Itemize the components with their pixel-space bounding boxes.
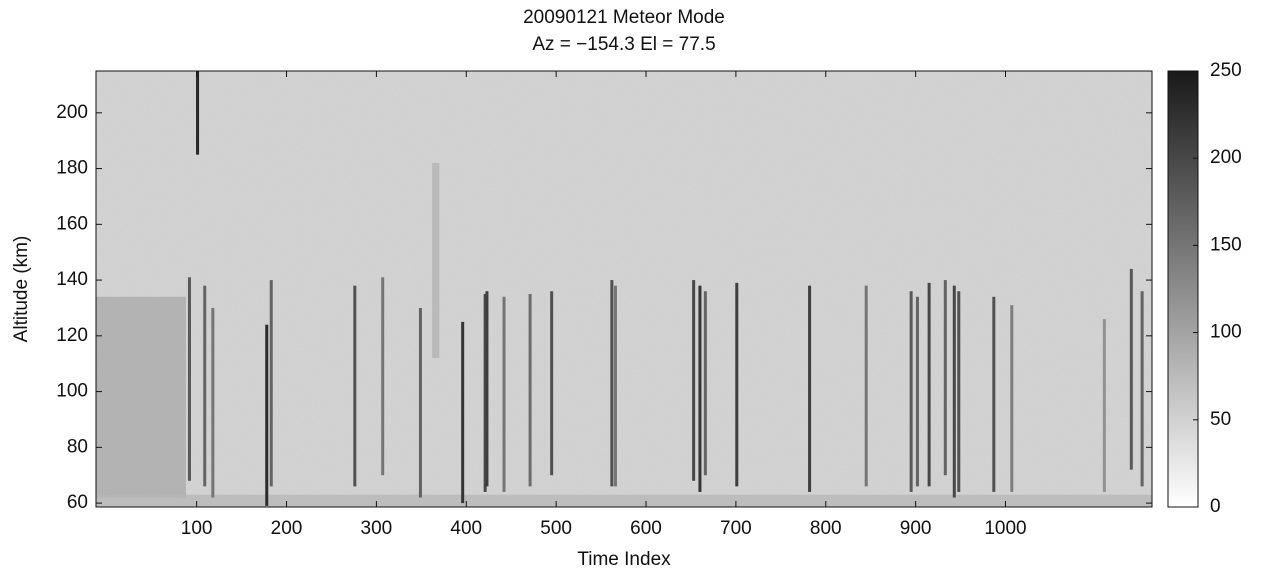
echo bbox=[1102, 319, 1106, 492]
echo bbox=[703, 291, 707, 476]
echo bbox=[187, 277, 191, 481]
echo bbox=[927, 282, 931, 487]
echo bbox=[502, 296, 506, 492]
echo bbox=[808, 285, 812, 492]
echo bbox=[381, 277, 385, 476]
y-tick-label: 140 bbox=[56, 269, 88, 290]
chart-subtitle: Az = −154.3 El = 77.5 bbox=[532, 34, 715, 55]
echo bbox=[1010, 305, 1014, 492]
x-tick-label: 400 bbox=[450, 518, 482, 539]
x-tick-label: 700 bbox=[720, 518, 752, 539]
echo bbox=[943, 280, 947, 476]
region bbox=[96, 494, 1152, 507]
x-tick-label: 300 bbox=[361, 518, 393, 539]
colorbar-tick-label: 150 bbox=[1210, 234, 1242, 255]
echo bbox=[353, 285, 357, 487]
echo bbox=[610, 280, 614, 487]
echo bbox=[1140, 291, 1144, 487]
echo bbox=[992, 296, 996, 492]
colorbar-tick-label: 250 bbox=[1210, 60, 1242, 81]
x-tick-label: 1000 bbox=[984, 518, 1026, 539]
echo bbox=[957, 291, 961, 492]
x-tick-label: 500 bbox=[540, 518, 572, 539]
echo bbox=[265, 324, 269, 506]
echo bbox=[196, 71, 200, 155]
echo bbox=[613, 285, 617, 487]
echo bbox=[1129, 268, 1133, 470]
echo bbox=[915, 296, 919, 487]
colorbar bbox=[1167, 70, 1199, 508]
x-tick-label: 900 bbox=[900, 518, 932, 539]
echo bbox=[269, 280, 273, 487]
echo bbox=[418, 307, 422, 498]
y-tick-label: 200 bbox=[56, 102, 88, 123]
y-tick-label: 180 bbox=[56, 158, 88, 179]
region bbox=[96, 296, 186, 498]
y-tick-label: 100 bbox=[56, 381, 88, 402]
y-tick-label: 160 bbox=[56, 213, 88, 234]
y-tick-label: 80 bbox=[67, 436, 88, 457]
y-tick-label: 120 bbox=[56, 325, 88, 346]
echo bbox=[211, 307, 215, 498]
x-tick-label: 800 bbox=[810, 518, 842, 539]
echo bbox=[698, 285, 702, 492]
echo bbox=[203, 285, 207, 487]
colorbar-tick-label: 0 bbox=[1210, 496, 1221, 517]
colorbar-tick-label: 100 bbox=[1210, 322, 1242, 343]
colorbar-tick-label: 50 bbox=[1210, 409, 1231, 430]
y-axis-label: Altitude (km) bbox=[11, 236, 32, 343]
echo bbox=[483, 294, 487, 492]
plot-frame bbox=[95, 70, 1153, 508]
echo bbox=[550, 291, 554, 476]
echo bbox=[485, 291, 489, 487]
echo bbox=[692, 280, 696, 481]
echo bbox=[735, 282, 739, 487]
x-tick-label: 200 bbox=[271, 518, 303, 539]
x-tick-label: 100 bbox=[181, 518, 213, 539]
x-axis-label: Time Index bbox=[577, 549, 671, 570]
chart-title: 20090121 Meteor Mode bbox=[523, 7, 725, 28]
echo bbox=[864, 285, 868, 487]
echo bbox=[528, 294, 532, 487]
plot-area bbox=[96, 71, 1152, 507]
echo bbox=[461, 321, 465, 504]
colorbar-tick-label: 200 bbox=[1210, 147, 1242, 168]
echo bbox=[909, 291, 913, 492]
echo bbox=[952, 285, 956, 498]
y-tick-label: 60 bbox=[67, 492, 88, 513]
x-tick-label: 600 bbox=[630, 518, 662, 539]
region bbox=[432, 162, 440, 359]
